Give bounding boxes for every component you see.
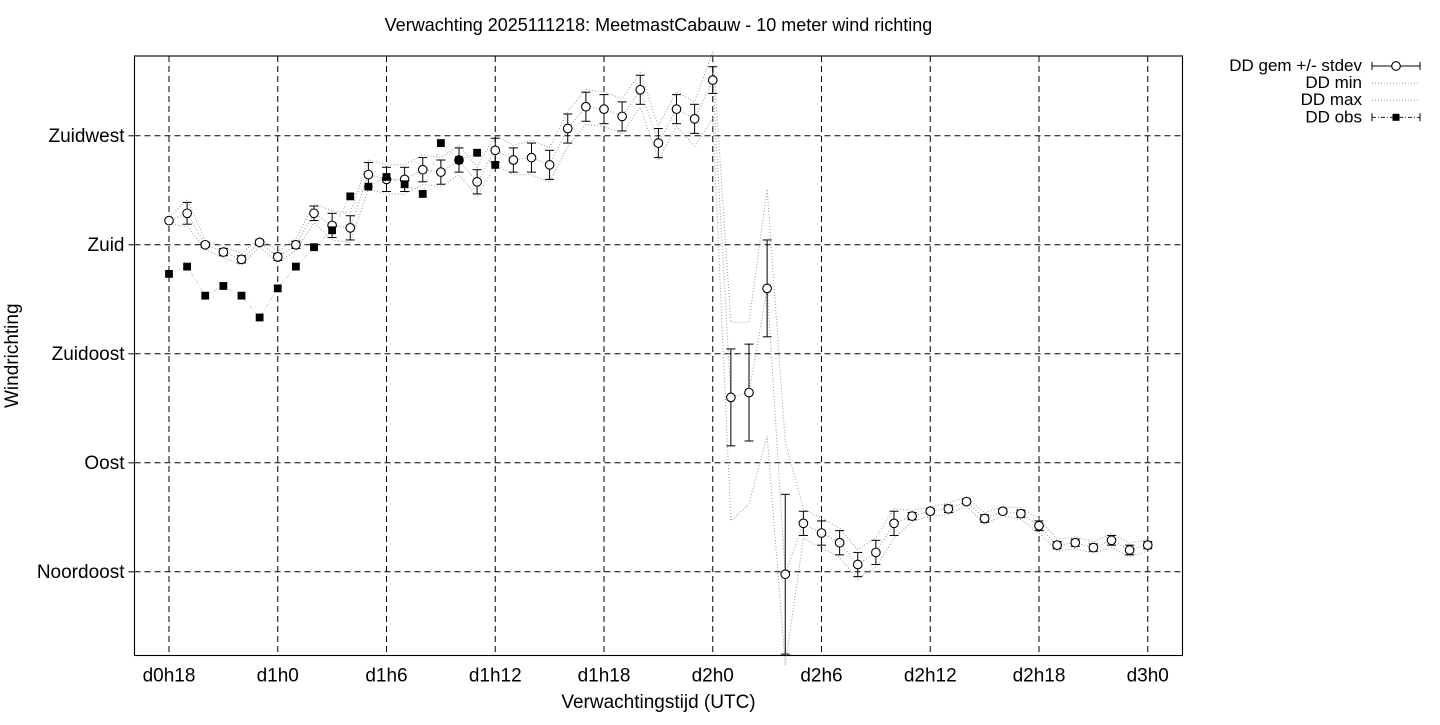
svg-text:Windrichting: Windrichting bbox=[2, 303, 23, 408]
svg-text:d2h0: d2h0 bbox=[692, 666, 734, 687]
svg-text:Zuid: Zuid bbox=[88, 235, 125, 256]
svg-text:d1h0: d1h0 bbox=[257, 666, 299, 687]
svg-text:d2h6: d2h6 bbox=[800, 666, 842, 687]
svg-text:Verwachting 2025111218: Meetma: Verwachting 2025111218: MeetmastCabauw -… bbox=[385, 15, 933, 35]
svg-text:d2h18: d2h18 bbox=[1013, 666, 1066, 687]
svg-text:d0h18: d0h18 bbox=[143, 666, 196, 687]
svg-text:Zuidoost: Zuidoost bbox=[52, 344, 126, 365]
svg-text:d2h12: d2h12 bbox=[904, 666, 957, 687]
svg-text:Zuidwest: Zuidwest bbox=[48, 126, 125, 147]
svg-text:d1h6: d1h6 bbox=[365, 666, 407, 687]
svg-text:d1h18: d1h18 bbox=[578, 666, 631, 687]
svg-text:Noordoost: Noordoost bbox=[37, 562, 125, 583]
svg-text:Verwachtingstijd (UTC): Verwachtingstijd (UTC) bbox=[561, 692, 755, 713]
svg-text:d3h0: d3h0 bbox=[1127, 666, 1169, 687]
svg-text:d1h12: d1h12 bbox=[469, 666, 522, 687]
svg-text:Oost: Oost bbox=[84, 453, 125, 474]
svg-text:DD obs: DD obs bbox=[1305, 107, 1362, 126]
